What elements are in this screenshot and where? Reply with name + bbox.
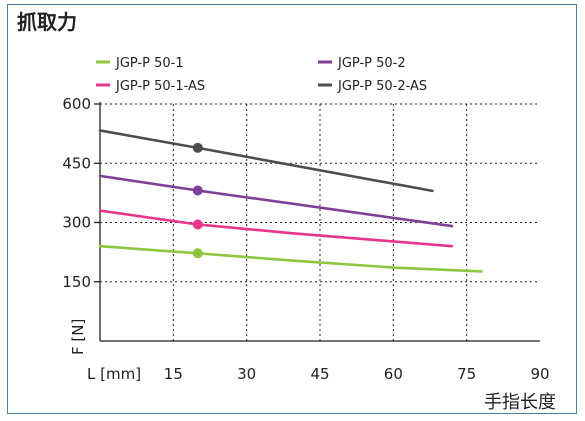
legend-label-1: JGP-P 50-1 xyxy=(115,56,184,71)
x-tick-label: 90 xyxy=(530,365,549,383)
series-marker-2 xyxy=(192,185,203,196)
legend-label-3: JGP-P 50-1-AS xyxy=(115,79,205,94)
x-tick-label: 15 xyxy=(164,365,183,383)
x-tick-label: 45 xyxy=(310,365,329,383)
legend-label-4: JGP-P 50-2-AS xyxy=(337,79,427,94)
x-axis-label: L [mm] xyxy=(87,365,141,383)
y-tick-label: 150 xyxy=(62,273,91,291)
legend: JGP-P 50-1 JGP-P 50-2 JGP-P 50-1-AS JGP-P 5… xyxy=(96,56,427,94)
series-line-1 xyxy=(98,244,483,273)
x-tick-label: 75 xyxy=(457,365,476,383)
series-marker-1 xyxy=(192,248,203,259)
series-marker-4 xyxy=(192,142,203,153)
y-tick-label: 600 xyxy=(62,95,91,113)
tick-labels: 150 300 450 600 15 30 45 60 75 90 xyxy=(62,95,549,383)
y-tick-label: 450 xyxy=(62,154,91,172)
x-tick-label: 60 xyxy=(384,365,403,383)
x-axis-unit-label: 手指长度 xyxy=(484,392,556,413)
x-tick-label: 30 xyxy=(237,365,256,383)
legend-label-2: JGP-P 50-2 xyxy=(337,56,406,71)
chart-title: 抓取力 xyxy=(17,10,77,34)
series-marker-3 xyxy=(192,219,203,230)
chart-frame xyxy=(7,4,577,414)
series-layer xyxy=(98,129,483,273)
y-tick-label: 300 xyxy=(62,214,91,232)
grid xyxy=(100,103,540,341)
axes xyxy=(94,102,540,342)
series-line-4 xyxy=(98,129,434,193)
y-axis-label: F [N] xyxy=(69,319,87,355)
series-line-3 xyxy=(98,209,454,248)
